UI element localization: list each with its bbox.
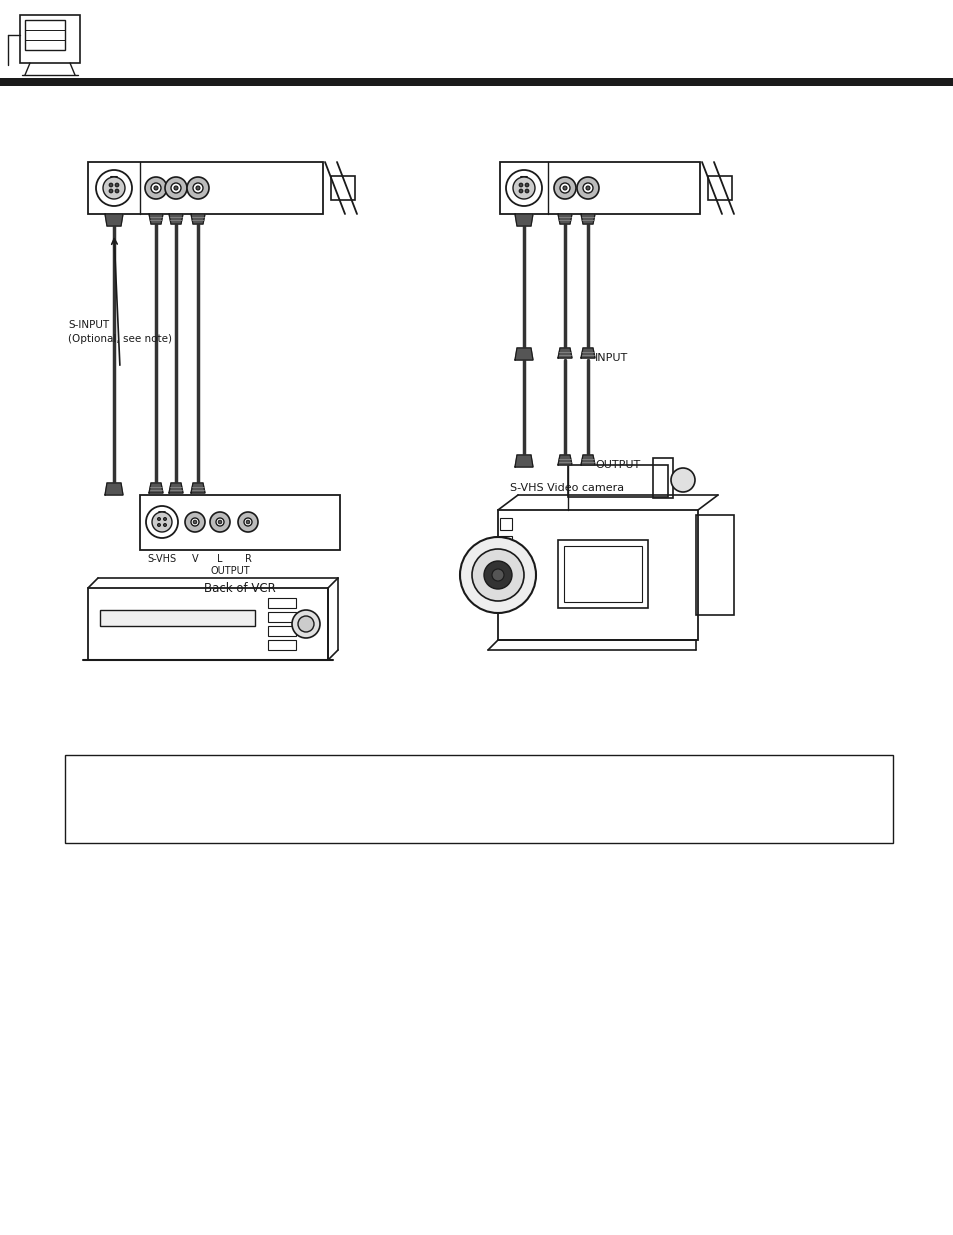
Circle shape [513,177,535,199]
Polygon shape [169,483,183,493]
Circle shape [165,177,187,199]
Circle shape [191,517,199,526]
Text: V: V [192,555,198,564]
Bar [499,162,700,214]
Polygon shape [515,348,533,359]
Bar [88,588,328,659]
Bar [558,540,647,608]
Circle shape [670,468,695,492]
Polygon shape [169,214,183,224]
Circle shape [518,183,522,186]
Circle shape [472,550,523,601]
Polygon shape [515,454,533,467]
Circle shape [210,513,230,532]
Bar [567,466,667,496]
Circle shape [163,524,167,526]
Polygon shape [191,214,205,224]
Circle shape [292,610,319,638]
Polygon shape [558,348,572,358]
Polygon shape [580,348,595,358]
Circle shape [483,561,512,589]
Text: Back of VCR: Back of VCR [204,582,275,595]
Circle shape [459,537,536,613]
Bar [499,517,512,530]
Circle shape [152,513,172,532]
Bar [65,755,892,844]
Polygon shape [580,454,595,466]
Polygon shape [149,483,163,493]
Circle shape [157,524,160,526]
Polygon shape [191,483,205,493]
Text: OUTPUT: OUTPUT [595,459,639,471]
Circle shape [145,177,167,199]
Circle shape [297,616,314,632]
Circle shape [157,517,160,520]
Text: R: R [244,555,252,564]
Circle shape [187,177,209,199]
Circle shape [525,189,528,193]
Text: S-VHS: S-VHS [148,555,176,564]
Bar [100,610,254,626]
Bar [499,590,512,601]
Polygon shape [105,483,123,495]
Polygon shape [558,214,572,224]
Bar [268,640,295,650]
Text: INPUT: INPUT [595,353,628,363]
Text: S-VHS Video camera: S-VHS Video camera [510,483,623,493]
Bar [499,536,512,548]
Circle shape [195,186,200,190]
Circle shape [103,177,125,199]
Bar [331,177,355,200]
Circle shape [193,520,196,524]
Circle shape [518,189,522,193]
Bar [88,162,323,214]
Circle shape [153,186,158,190]
Bar [696,515,733,615]
Circle shape [237,513,257,532]
Circle shape [109,183,112,186]
Polygon shape [515,214,533,226]
Bar [563,546,641,601]
Circle shape [109,189,112,193]
Circle shape [585,186,589,190]
Circle shape [115,183,119,186]
Bar [268,598,295,608]
Bar [20,15,80,63]
Bar [707,177,731,200]
Circle shape [559,183,569,193]
Circle shape [582,183,593,193]
Circle shape [163,517,167,520]
Polygon shape [149,214,163,224]
Circle shape [562,186,566,190]
Circle shape [151,183,161,193]
Circle shape [185,513,205,532]
Circle shape [193,183,203,193]
Text: L: L [217,555,222,564]
Polygon shape [105,214,123,226]
Bar [140,495,339,550]
Bar [497,510,698,640]
Circle shape [244,517,252,526]
Circle shape [115,189,119,193]
Bar [268,613,295,622]
Bar [0,78,953,86]
Bar [268,626,295,636]
Text: S-INPUT
(Optional, see note): S-INPUT (Optional, see note) [68,320,172,345]
Circle shape [525,183,528,186]
Circle shape [173,186,178,190]
Circle shape [577,177,598,199]
Bar [499,572,512,584]
Bar [25,20,65,49]
Circle shape [492,569,503,580]
Circle shape [218,520,221,524]
Circle shape [215,517,224,526]
Text: OUTPUT: OUTPUT [210,566,250,576]
Circle shape [171,183,181,193]
Bar [499,555,512,566]
Circle shape [246,520,250,524]
Circle shape [554,177,576,199]
Polygon shape [580,214,595,224]
Polygon shape [558,454,572,466]
Bar [652,458,672,498]
